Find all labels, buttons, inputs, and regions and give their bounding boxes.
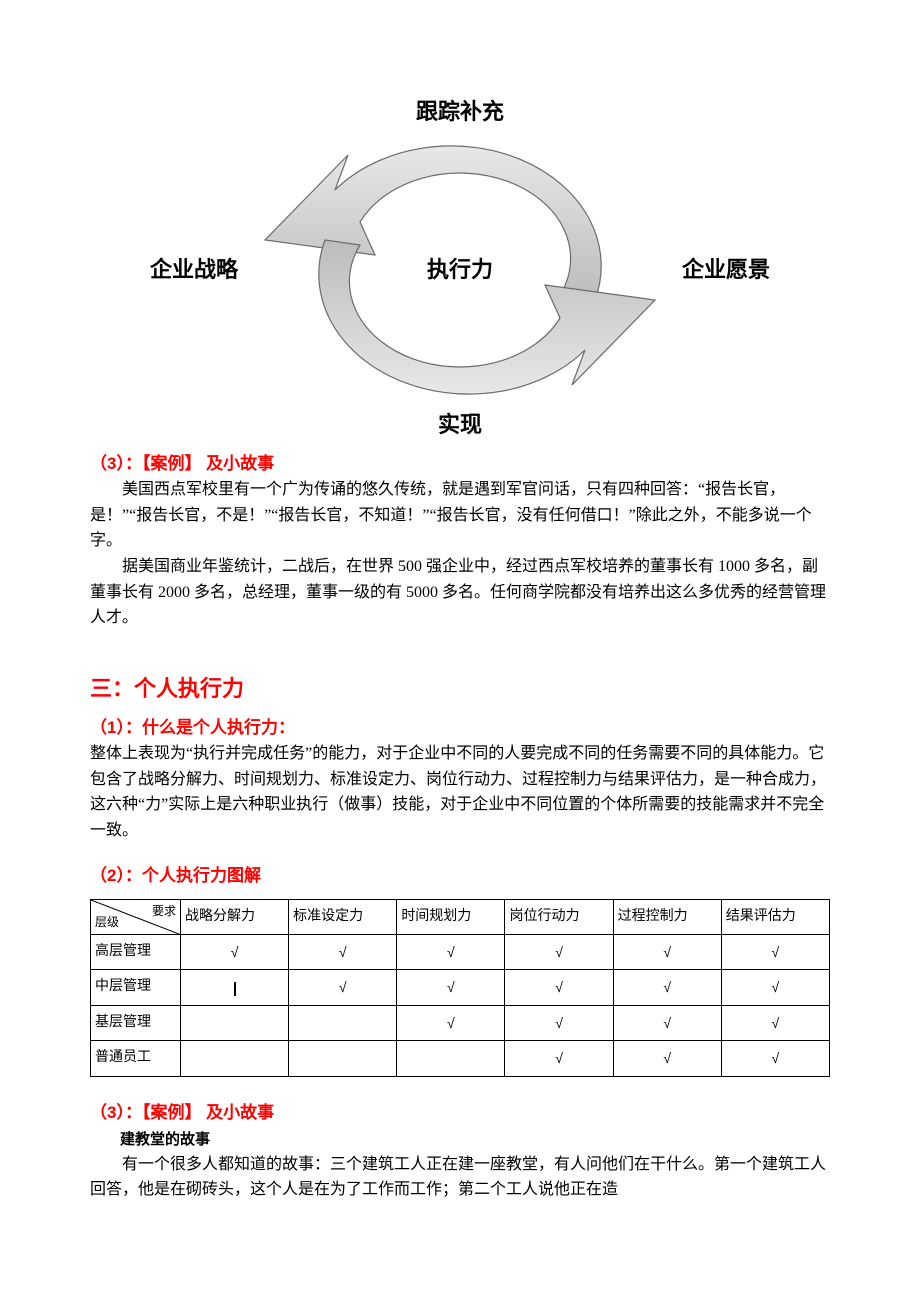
table-cell: √	[505, 1041, 613, 1076]
table-row: 普通员工√√√	[91, 1041, 830, 1076]
col-1: 标准设定力	[289, 899, 397, 934]
table-cell: √	[505, 935, 613, 970]
section-case-1: （3）：【案例】 及小故事 美国西点军校里有一个广为传诵的悠久传统，就是遇到军官…	[90, 450, 830, 631]
row-label: 基层管理	[91, 1005, 181, 1040]
table-row: 中层管理√√√√√	[91, 970, 830, 1005]
table-cell: √	[613, 1005, 721, 1040]
table-cell: √	[181, 935, 289, 970]
table-cell: √	[397, 970, 505, 1005]
table-cell: √	[721, 1041, 829, 1076]
table-corner-cell: 要求 层级	[91, 899, 181, 934]
col-4: 过程控制力	[613, 899, 721, 934]
section3-title: 三：个人执行力	[90, 671, 830, 706]
table-cell: √	[289, 935, 397, 970]
case2-heading: （3）：【案例】 及小故事	[90, 1099, 830, 1126]
ability-table: 要求 层级 战略分解力 标准设定力 时间规划力 岗位行动力 过程控制力 结果评估…	[90, 899, 830, 1077]
table-row: 高层管理√√√√√√	[91, 935, 830, 970]
corner-top-label: 要求	[152, 902, 176, 921]
diagram-label-left: 企业战略	[150, 252, 238, 287]
case1-p2: 据美国商业年鉴统计，二战后，在世界 500 强企业中，经过西点军校培养的董事长有…	[90, 554, 830, 631]
table-cell: √	[505, 1005, 613, 1040]
cycle-diagram: 跟踪补充 企业战略 执行力 企业愿景 实现	[90, 0, 830, 446]
story-title: 建教堂的故事	[90, 1128, 830, 1152]
case1-p1: 美国西点军校里有一个广为传诵的悠久传统，就是遇到军官问话，只有四种回答：“报告长…	[90, 477, 830, 554]
diagram-label-top: 跟踪补充	[416, 94, 504, 129]
cycle-diagram-inner: 跟踪补充 企业战略 执行力 企业愿景 实现	[150, 100, 770, 440]
table-cell: √	[397, 1005, 505, 1040]
table-cell: √	[721, 970, 829, 1005]
table-cell	[181, 1041, 289, 1076]
table-cell	[181, 1005, 289, 1040]
table-row: 基层管理√√√√	[91, 1005, 830, 1040]
col-0: 战略分解力	[181, 899, 289, 934]
table-header-row: 要求 层级 战略分解力 标准设定力 时间规划力 岗位行动力 过程控制力 结果评估…	[91, 899, 830, 934]
table-cell: √	[613, 935, 721, 970]
row-label: 普通员工	[91, 1041, 181, 1076]
section3-sub2: （2）：个人执行力图解	[90, 862, 830, 889]
case2-p1: 有一个很多人都知道的故事：三个建筑工人正在建一座教堂，有人问他们在干什么。第一个…	[90, 1152, 830, 1203]
section3-desc: 整体上表现为“执行并完成任务”的能力，对于企业中不同的人要完成不同的任务需要不同…	[90, 741, 830, 843]
diagram-label-center: 执行力	[427, 252, 493, 287]
corner-bottom-label: 层级	[95, 913, 119, 932]
table-cell: √	[721, 935, 829, 970]
section-case-2: （3）：【案例】 及小故事 建教堂的故事 有一个很多人都知道的故事：三个建筑工人…	[90, 1099, 830, 1203]
table-cell: √	[613, 1041, 721, 1076]
table-cell: √	[505, 970, 613, 1005]
diagram-label-right: 企业愿景	[682, 252, 770, 287]
col-3: 岗位行动力	[505, 899, 613, 934]
section3-sub1: （1）：什么是个人执行力：	[90, 714, 830, 741]
col-2: 时间规划力	[397, 899, 505, 934]
table-cell	[289, 1041, 397, 1076]
table-cell: √	[289, 970, 397, 1005]
table-cell	[289, 1005, 397, 1040]
row-label: 高层管理	[91, 935, 181, 970]
table-cell: √	[397, 935, 505, 970]
col-5: 结果评估力	[721, 899, 829, 934]
diagram-label-bottom: 实现	[438, 407, 482, 442]
case1-heading: （3）：【案例】 及小故事	[90, 450, 830, 477]
table-cell: √	[613, 970, 721, 1005]
table-cell	[397, 1041, 505, 1076]
ability-table-wrap: 要求 层级 战略分解力 标准设定力 时间规划力 岗位行动力 过程控制力 结果评估…	[90, 899, 830, 1077]
table-cell	[181, 970, 289, 1005]
row-label: 中层管理	[91, 970, 181, 1005]
table-cell: √	[721, 1005, 829, 1040]
